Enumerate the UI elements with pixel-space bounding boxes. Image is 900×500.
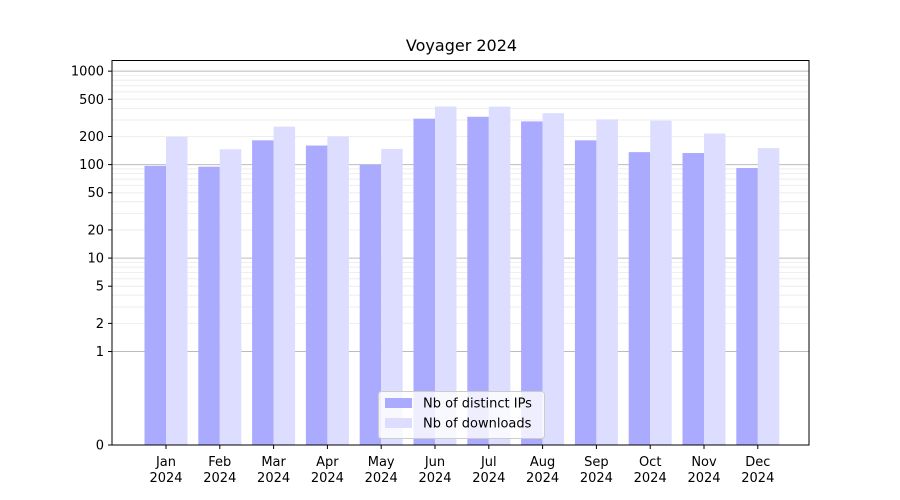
- x-tick-year: 2024: [257, 471, 290, 486]
- bar-distinct-ips-jul: [467, 116, 489, 446]
- bar-downloads-mar: [273, 126, 296, 445]
- bar-downloads-feb: [219, 149, 242, 446]
- bar-distinct-ips-apr: [305, 145, 328, 446]
- x-tick-label: May: [368, 455, 395, 470]
- x-tick-label: Sep: [584, 455, 609, 470]
- x-tick-label: Oct: [639, 455, 661, 470]
- bar-distinct-ips-aug: [521, 121, 543, 446]
- bar-distinct-ips-mar: [252, 140, 274, 446]
- x-tick-year: 2024: [687, 471, 720, 486]
- y-tick-label: 20: [87, 223, 104, 238]
- x-tick-year: 2024: [203, 471, 236, 486]
- legend: Nb of distinct IPs Nb of downloads: [378, 391, 545, 439]
- y-tick-label: 1000: [71, 65, 104, 80]
- legend-swatch: [385, 398, 412, 408]
- x-tick-label: Jun: [424, 455, 445, 470]
- x-tick-year: 2024: [580, 471, 613, 486]
- bar-downloads-oct: [650, 120, 672, 445]
- bar-distinct-ips-feb: [198, 166, 220, 445]
- bar-distinct-ips-may: [359, 164, 382, 445]
- x-tick-label: Nov: [691, 455, 717, 470]
- chart-title: Voyager 2024: [406, 36, 517, 55]
- x-tick-label: Aug: [530, 455, 555, 470]
- x-axis: Jan2024Feb2024Mar2024Apr2024May2024Jun20…: [149, 445, 774, 486]
- y-tick-label: 100: [79, 158, 104, 173]
- x-tick-label: Feb: [208, 455, 231, 470]
- y-tick-label: 10: [87, 252, 104, 267]
- y-tick-label: 50: [87, 186, 104, 201]
- bar-downloads-jan: [166, 136, 188, 445]
- bar-distinct-ips-jan: [144, 165, 166, 445]
- x-tick-year: 2024: [365, 471, 398, 486]
- bar-distinct-ips-oct: [628, 152, 651, 446]
- x-tick-year: 2024: [526, 471, 559, 486]
- legend-label: Nb of distinct IPs: [423, 397, 532, 412]
- y-tick-label: 500: [79, 93, 104, 108]
- bar-downloads-aug: [542, 113, 565, 446]
- legend-swatch: [385, 418, 412, 428]
- bar-downloads-dec: [757, 148, 780, 446]
- bar-distinct-ips-nov: [682, 153, 704, 445]
- y-tick-label: 200: [79, 130, 104, 145]
- bar-distinct-ips-sep: [574, 140, 597, 446]
- bar-downloads-nov: [704, 133, 726, 445]
- x-tick-year: 2024: [149, 471, 182, 486]
- y-axis: 0 1 2 5 10 20 50 100 200 500 1000: [71, 65, 112, 454]
- x-tick-label: Jul: [480, 455, 497, 470]
- y-tick-label: 5: [96, 280, 104, 295]
- bar-downloads-apr: [327, 136, 349, 445]
- bar-downloads-may: [381, 148, 403, 445]
- x-tick-year: 2024: [472, 471, 505, 486]
- x-tick-year: 2024: [418, 471, 451, 486]
- x-tick-label: Jan: [155, 455, 176, 470]
- plot-frame: [111, 60, 810, 446]
- bars: [144, 106, 780, 446]
- legend-box: [378, 391, 545, 439]
- y-tick-label: 0: [96, 439, 104, 454]
- x-tick-label: Mar: [261, 455, 286, 470]
- bar-downloads-jun: [435, 106, 457, 446]
- x-tick-year: 2024: [741, 471, 774, 486]
- x-tick-year: 2024: [311, 471, 344, 486]
- x-tick-year: 2024: [634, 471, 667, 486]
- bar-downloads-jul: [488, 106, 511, 446]
- legend-label: Nb of downloads: [423, 417, 532, 432]
- y-tick-label: 1: [96, 345, 104, 360]
- bar-distinct-ips-jun: [413, 118, 435, 446]
- bar-distinct-ips-dec: [736, 167, 758, 445]
- x-tick-label: Apr: [316, 455, 339, 470]
- y-tick-label: 2: [96, 317, 104, 332]
- x-tick-label: Dec: [745, 455, 770, 470]
- bar-downloads-sep: [596, 119, 618, 445]
